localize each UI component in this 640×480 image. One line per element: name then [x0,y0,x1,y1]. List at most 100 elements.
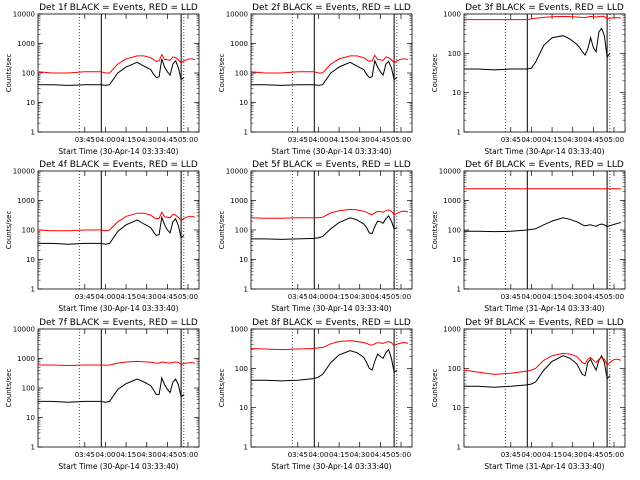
lld-series-line [251,54,409,74]
y-tick-label: 10000 [13,11,35,19]
x-tick-label: 04:15 [542,136,562,144]
chart-title: Det 3f BLACK = Events, RED = LLD [465,3,624,13]
x-tick-label: 04:00 [95,451,115,459]
chart-title: Det 9f BLACK = Events, RED = LLD [465,318,624,328]
lld-series-line [464,15,621,21]
chart-title: Det 7f BLACK = Events, RED = LLD [39,318,198,328]
y-tick-label: 1000 [443,326,461,334]
x-tick-label: 04:30 [350,451,370,459]
y-tick-label: 1 [31,444,35,452]
events-series-line [464,27,611,71]
y-tick-label: 1 [31,129,35,137]
y-tick-label: 1 [244,286,248,294]
x-tick-label: 03:45 [501,293,521,301]
y-tick-label: 10 [239,404,248,412]
y-tick-label: 1 [457,444,461,452]
x-tick-label: 03:45 [288,451,308,459]
x-tick-label: 04:15 [116,136,136,144]
x-tick-label: 03:45 [501,451,521,459]
y-axis-label: Counts/sec [5,369,13,408]
x-tick-label: 04:45 [583,293,603,301]
x-tick-label: 04:00 [308,293,328,301]
y-tick-label: 10 [239,256,248,264]
x-tick-label: 04:30 [563,136,583,144]
chart-title: Det 8f BLACK = Events, RED = LLD [252,318,411,328]
plot-frame [463,13,626,133]
events-series-line [38,215,185,245]
x-tick-label: 04:00 [308,451,328,459]
y-tick-label: 10 [452,256,461,264]
y-tick-label: 10000 [439,168,461,176]
y-tick-label: 100 [22,70,35,78]
lld-series-line [38,360,195,367]
detector-panel: Det 2f BLACK = Events, RED = LLD Counts/s… [218,3,413,156]
events-series-line [251,348,398,382]
x-tick-label: 04:00 [95,293,115,301]
x-axis-label: Start Time (30-Apr-14 03:33:40) [58,147,178,156]
y-tick-label: 10 [26,256,35,264]
y-tick-label: 1 [31,286,35,294]
x-tick-label: 05:00 [178,136,198,144]
events-series-line [38,376,185,403]
x-tick-label: 04:15 [116,451,136,459]
x-tick-label: 04:15 [116,293,136,301]
y-tick-label: 1000 [230,197,248,205]
y-tick-label: 10000 [226,168,248,176]
x-tick-label: 04:00 [521,451,541,459]
detector-panel: Det 8f BLACK = Events, RED = LLD Counts/s… [218,318,413,471]
x-tick-label: 04:00 [95,136,115,144]
x-tick-label: 05:00 [178,451,198,459]
x-tick-label: 04:15 [542,451,562,459]
y-tick-label: 1000 [230,40,248,48]
chart-title: Det 2f BLACK = Events, RED = LLD [252,3,411,13]
y-axis-label: Counts/sec [431,211,439,250]
x-tick-label: 05:00 [391,136,411,144]
x-axis-label: Start Time (30-Apr-14 03:33:40) [484,147,604,156]
lld-series-line [251,340,409,351]
x-tick-label: 04:15 [329,293,349,301]
x-tick-label: 05:00 [391,451,411,459]
y-tick-label: 10 [26,99,35,107]
x-tick-label: 04:15 [542,293,562,301]
x-tick-label: 04:00 [308,136,328,144]
y-tick-label: 100 [235,70,248,78]
events-series-line [464,354,611,388]
chart-title: Det 4f BLACK = Events, RED = LLD [39,160,198,170]
x-tick-label: 05:00 [604,451,624,459]
y-tick-label: 10 [26,414,35,422]
chart-title: Det 5f BLACK = Events, RED = LLD [252,160,411,170]
plot-frame [37,328,200,448]
x-tick-label: 04:30 [137,293,157,301]
y-tick-label: 100 [448,50,461,58]
y-tick-label: 10000 [13,326,35,334]
lld-series-line [38,211,196,232]
y-tick-label: 1000 [17,40,35,48]
x-axis-label: Start Time (30-Apr-14 03:33:40) [271,147,391,156]
y-tick-label: 10 [239,99,248,107]
y-tick-label: 10000 [226,11,248,19]
x-tick-label: 04:45 [370,136,390,144]
y-tick-label: 1000 [17,355,35,363]
y-tick-label: 1 [244,444,248,452]
x-tick-label: 04:30 [350,136,370,144]
x-tick-label: 04:45 [583,136,603,144]
y-tick-label: 1000 [443,197,461,205]
plot-frame [250,328,413,448]
events-series-line [251,215,398,240]
y-tick-label: 100 [448,227,461,235]
x-tick-label: 04:15 [329,451,349,459]
y-tick-label: 1 [457,286,461,294]
y-tick-label: 10 [452,404,461,412]
detector-panel: Det 4f BLACK = Events, RED = LLD Counts/s… [5,160,200,313]
x-axis-label: Start Time (30-Apr-14 03:33:40) [271,304,391,313]
x-axis-label: Start Time (31-Apr-14 03:33:40) [484,462,604,471]
x-tick-label: 03:45 [75,136,95,144]
x-tick-label: 04:00 [521,136,541,144]
y-axis-label: Counts/sec [218,54,226,93]
x-tick-label: 04:30 [137,451,157,459]
y-tick-label: 1000 [230,326,248,334]
x-tick-label: 03:45 [501,136,521,144]
x-axis-label: Start Time (30-Apr-14 03:33:40) [271,462,391,471]
detector-panel: Det 7f BLACK = Events, RED = LLD Counts/s… [5,318,200,471]
